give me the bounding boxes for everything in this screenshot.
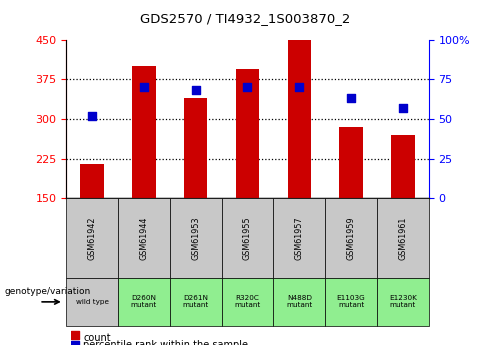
Point [140,85,148,90]
Point [72,342,79,345]
Text: R320C
mutant: R320C mutant [234,295,261,308]
Text: GSM61953: GSM61953 [191,216,200,260]
Point [295,85,303,90]
Text: GSM61961: GSM61961 [398,216,407,260]
Text: wild type: wild type [75,299,109,305]
Bar [391,135,415,198]
Bar [80,164,104,198]
Text: D260N
mutant: D260N mutant [131,295,157,308]
Text: GSM61959: GSM61959 [346,216,356,260]
Text: GSM61944: GSM61944 [139,216,148,260]
Text: GSM61957: GSM61957 [295,216,304,260]
Text: N488D
mutant: N488D mutant [286,295,313,308]
Bar [132,66,155,198]
Point [347,96,355,101]
Point [399,105,407,111]
Bar [236,69,259,198]
Bar [288,40,311,198]
Point [192,88,199,93]
Text: GSM61955: GSM61955 [243,216,252,260]
Text: E1230K
mutant: E1230K mutant [389,295,417,308]
Text: E1103G
mutant: E1103G mutant [337,295,366,308]
Text: percentile rank within the sample: percentile rank within the sample [83,340,248,345]
Point [244,85,251,90]
Text: count: count [83,333,111,343]
Text: GSM61942: GSM61942 [88,216,97,260]
Bar [184,98,207,198]
Text: GDS2570 / TI4932_1S003870_2: GDS2570 / TI4932_1S003870_2 [140,12,350,25]
Text: genotype/variation: genotype/variation [5,287,91,296]
Point [88,113,96,119]
Text: D261N
mutant: D261N mutant [182,295,209,308]
Bar [340,127,363,198]
Point [72,332,79,337]
